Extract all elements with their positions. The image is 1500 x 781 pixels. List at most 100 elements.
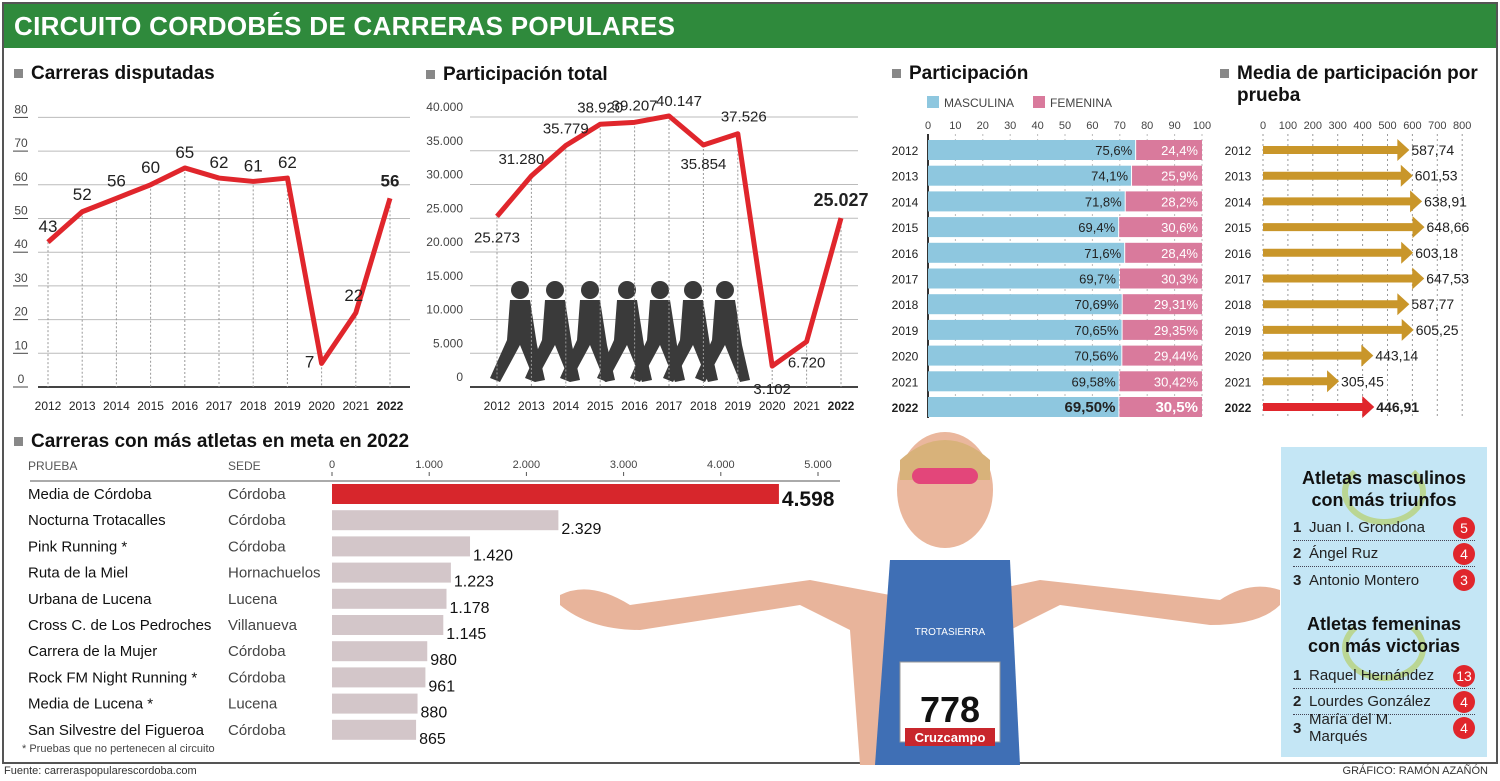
ytick-label: 2018 — [1225, 298, 1252, 312]
arrow-bar — [1263, 344, 1374, 367]
bullet-square-icon — [14, 69, 23, 79]
infographic-frame — [2, 2, 1498, 764]
bar-label: 29,35% — [1154, 323, 1199, 338]
ytick-label: 2012 — [1225, 144, 1252, 158]
chart-title-media: Media de participación por prueba — [1220, 63, 1490, 107]
data-label: 60 — [141, 158, 160, 177]
xtick-label: 100 — [1279, 120, 1297, 132]
row-prueba: Media de Lucena * — [28, 696, 153, 713]
data-label: 38.920 — [577, 99, 623, 116]
ytick-label: 35.000 — [426, 134, 463, 148]
ytick-label: 2020 — [892, 350, 919, 364]
bar-label: 70,56% — [1074, 349, 1119, 364]
bar-femenina — [1119, 371, 1202, 392]
athlete-name: Lourdes González — [1309, 693, 1431, 710]
title-line: con más victorias — [1307, 636, 1461, 656]
arrow-bar — [1263, 216, 1425, 239]
data-label: 39.207 — [612, 97, 658, 114]
bar-masculina — [928, 371, 1119, 392]
bar — [332, 693, 418, 714]
male-winner-row: 1 Juan I. Grondona 5 — [1293, 515, 1475, 541]
laurel-wreath-icon — [1342, 615, 1426, 681]
ytick-label: 2015 — [1225, 221, 1252, 235]
xtick-label: 4.000 — [707, 459, 735, 471]
bar-label: 30,6% — [1161, 220, 1198, 235]
ytick-label: 15.000 — [426, 269, 463, 283]
row-prueba: San Silvestre del Figueroa — [28, 722, 205, 739]
bar — [332, 719, 417, 740]
data-label: 52 — [73, 185, 92, 204]
sponsor-text: Cruzcampo — [915, 730, 986, 745]
data-label: 35.779 — [543, 120, 589, 137]
ytick-label: 60 — [14, 170, 28, 184]
ytick-label: 80 — [14, 102, 28, 116]
data-label: 6.720 — [788, 355, 826, 372]
chart-title-top-carreras: Carreras con más atletas en meta en 2022 — [14, 431, 409, 453]
bar-label: 980 — [430, 652, 457, 669]
xtick-label: 2016 — [171, 399, 198, 413]
data-label: 25.273 — [474, 229, 520, 246]
bar — [332, 536, 471, 557]
chart-title-carreras: Carreras disputadas — [14, 63, 215, 85]
page-title: CIRCUITO CORDOBÉS DE CARRERAS POPULARES — [4, 4, 1496, 48]
row-sede: Córdoba — [228, 643, 286, 660]
xtick-label: 2022 — [828, 399, 855, 413]
ytick-label: 30 — [14, 271, 28, 285]
bar-label: 880 — [421, 705, 448, 722]
title-text: Participación total — [443, 64, 608, 85]
row-prueba: Pink Running * — [28, 538, 127, 555]
bar-label: 4.598 — [782, 488, 835, 511]
xtick-label: 50 — [1059, 120, 1071, 132]
bar-label: 446,91 — [1376, 399, 1419, 415]
ytick-label: 40.000 — [426, 100, 463, 114]
data-label: 35.854 — [680, 156, 726, 173]
runner-silhouette-icon — [560, 300, 615, 382]
bar-label: 69,7% — [1079, 272, 1116, 287]
xtick-label: 0 — [925, 120, 931, 132]
ytick-label: 2016 — [892, 247, 919, 261]
xtick-label: 5.000 — [804, 459, 832, 471]
bar-masculina — [928, 319, 1122, 340]
bar-femenina — [1136, 140, 1202, 160]
female-winners-title: Atletas femeninas con más victorias — [1281, 613, 1487, 657]
xtick-label: 2.000 — [513, 459, 541, 471]
xtick-label: 2017 — [656, 399, 683, 413]
bar-label: 29,31% — [1154, 297, 1199, 312]
arrow-bar — [1263, 164, 1413, 187]
legend-swatch-masculina — [927, 96, 939, 108]
title-line: Atletas femeninas — [1306, 614, 1462, 634]
data-label: 22 — [344, 286, 363, 305]
bar-masculina — [928, 345, 1122, 366]
bar-label: 70,69% — [1075, 297, 1120, 312]
bullet-square-icon — [1220, 69, 1229, 79]
rank: 2 — [1293, 693, 1302, 710]
data-label: 3.102 — [753, 381, 791, 398]
wins-badge: 4 — [1453, 717, 1475, 739]
column-header-sede: SEDE — [228, 459, 261, 473]
row-sede: Córdoba — [228, 512, 286, 529]
bib-number: 778 — [920, 689, 980, 730]
row-sede: Córdoba — [228, 486, 286, 503]
chart-title-participacion-total: Participación total — [426, 64, 608, 86]
series-line — [46, 165, 393, 366]
wins-badge: 3 — [1453, 569, 1475, 591]
source-link[interactable]: Fuente: carreraspopularescordoba.com — [4, 765, 197, 777]
ytick-label: 10 — [14, 338, 28, 352]
bullet-square-icon — [14, 437, 23, 447]
ytick-label: 2013 — [892, 170, 919, 184]
bar-label: 75,6% — [1095, 143, 1132, 158]
runner-silhouette-icon — [511, 281, 529, 299]
bar-femenina — [1122, 294, 1202, 315]
xtick-label: 2019 — [724, 399, 751, 413]
ytick-label: 20 — [14, 305, 28, 319]
bar-label: 30,5% — [1155, 399, 1198, 416]
xtick-label: 400 — [1353, 120, 1371, 132]
bar-label: 305,45 — [1341, 373, 1384, 389]
xtick-label: 2021 — [793, 399, 820, 413]
athlete-name: María del M. Marqués — [1309, 711, 1393, 745]
female-winner-row: 1 Raquel Hernández 13 — [1293, 663, 1475, 689]
wins-badge: 4 — [1453, 690, 1475, 713]
data-label: 56 — [107, 171, 126, 190]
runner-silhouette-icon — [618, 281, 636, 299]
bar-femenina — [1125, 242, 1202, 263]
